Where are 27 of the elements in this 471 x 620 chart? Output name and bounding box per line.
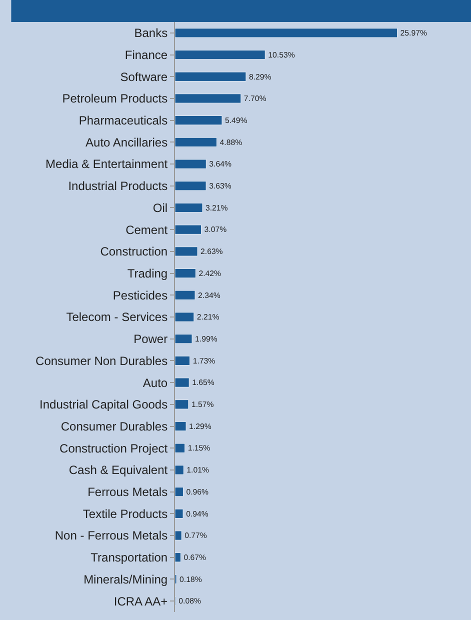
y-tick-label: Transportation (90, 550, 168, 565)
y-tick-label: Non - Ferrous Metals (54, 528, 168, 543)
y-tick-label: Consumer Durables (60, 419, 168, 434)
y-tick-label: Pharmaceuticals (78, 114, 168, 128)
y-tick-label: Consumer Non Durables (36, 354, 168, 368)
y-tick-label: Power (134, 332, 168, 346)
y-tick-label: Industrial Products (68, 179, 168, 194)
y-tick-label: Software (120, 70, 168, 84)
y-tick-label: Construction (100, 244, 168, 259)
y-tick-label: Telecom - Services (66, 310, 168, 324)
y-tick-label: Construction Project (60, 441, 168, 456)
y-tick-label: Auto Ancillaries (86, 135, 168, 150)
y-tick-label: Pesticides (112, 288, 168, 302)
y-tick-label: Ferrous Metals (88, 485, 168, 500)
y-tick-label: Textile Products (82, 506, 168, 521)
y-tick-label: Media & Entertainment (46, 157, 168, 172)
y-tick-label: Banks (134, 26, 168, 40)
y-tick-label: Petroleum Products (62, 92, 168, 106)
y-tick-label: Industrial Capital Goods (40, 398, 168, 412)
y-tick-label: ICRA AA+ (114, 594, 168, 608)
y-tick-label: Cash & Equivalent (68, 463, 168, 478)
y-tick-label: Oil (152, 200, 168, 215)
y-tick-label: Cement (126, 222, 168, 237)
y-tick-label: Finance (124, 48, 168, 62)
y-tick-label: Minerals/Mining (84, 572, 168, 586)
y-tick-label: Trading (127, 266, 168, 280)
y-tick-label: Auto (142, 376, 168, 390)
